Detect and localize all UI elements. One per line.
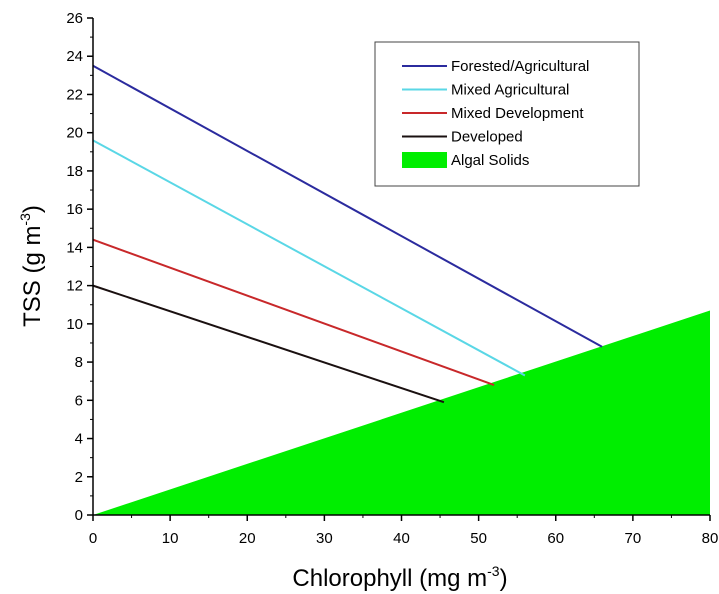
legend-label: Mixed Agricultural bbox=[451, 82, 569, 99]
legend-label: Developed bbox=[451, 129, 523, 146]
x-tick-label: 60 bbox=[547, 530, 564, 547]
y-tick-label: 18 bbox=[66, 163, 83, 180]
legend-items: Forested/Agricultural Mixed Agricultural M… bbox=[402, 58, 589, 169]
legend: Forested/Agricultural Mixed Agricultural M… bbox=[374, 41, 640, 187]
y-axis-title: TSS (g m-3) bbox=[17, 205, 46, 327]
y-tick-label: 26 bbox=[66, 10, 83, 27]
lines-layer bbox=[92, 64, 603, 404]
legend-label: Forested/Agricultural bbox=[451, 58, 589, 75]
legend-label: Algal Solids bbox=[451, 152, 529, 169]
y-tick-label: 10 bbox=[66, 316, 83, 333]
legend-label: Mixed Development bbox=[451, 105, 584, 122]
x-tick-label: 10 bbox=[162, 530, 179, 547]
legend-swatch bbox=[402, 152, 447, 168]
x-tick-label: 70 bbox=[625, 530, 642, 547]
x-tick-label: 20 bbox=[239, 530, 256, 547]
y-tick-label: 22 bbox=[66, 86, 83, 103]
y-tick-label: 20 bbox=[66, 125, 83, 142]
x-tick-label: 30 bbox=[316, 530, 333, 547]
series-line-forested-agricultural bbox=[92, 64, 603, 348]
y-tick-label: 12 bbox=[66, 278, 83, 295]
series-line-mixed-development bbox=[92, 238, 495, 386]
x-tick-label: 0 bbox=[89, 530, 97, 547]
x-tick-label: 40 bbox=[393, 530, 410, 547]
series-line-developed bbox=[92, 284, 445, 404]
y-tick-label: 16 bbox=[66, 201, 83, 218]
x-axis-title: Chlorophyll (mg m-3) bbox=[292, 563, 507, 592]
y-tick-label: 14 bbox=[66, 239, 83, 256]
y-tick-label: 8 bbox=[75, 354, 83, 371]
y-tick-label: 2 bbox=[75, 469, 83, 486]
y-tick-label: 0 bbox=[75, 507, 83, 524]
x-tick-label: 50 bbox=[470, 530, 487, 547]
y-tick-label: 24 bbox=[66, 48, 83, 65]
area-algal-solids bbox=[93, 310, 710, 515]
y-tick-label: 6 bbox=[75, 392, 83, 409]
series-line-mixed-agricultural bbox=[92, 139, 526, 377]
x-ticks: 0 10 20 30 40 50 60 70 80 bbox=[89, 515, 719, 547]
area-layer bbox=[93, 310, 710, 515]
x-tick-label: 80 bbox=[702, 530, 719, 547]
y-tick-label: 4 bbox=[75, 431, 83, 448]
